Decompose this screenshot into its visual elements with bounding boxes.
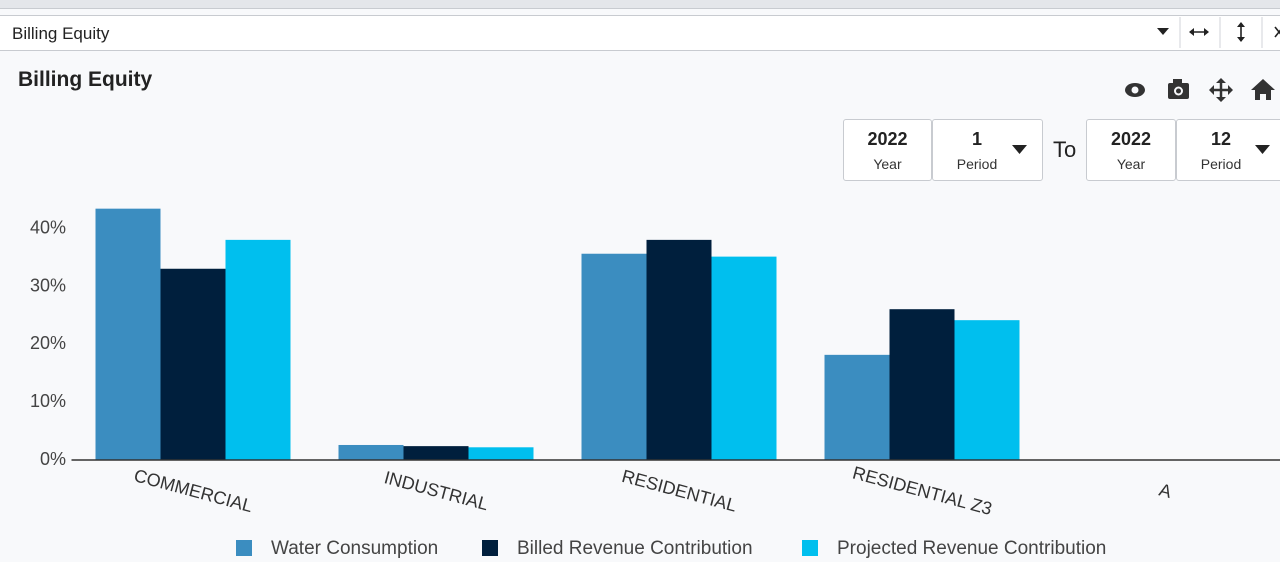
resize-v-icon[interactable] <box>1237 22 1245 42</box>
window-titlebar: Billing Equity <box>0 15 1280 51</box>
to-period-label: Period <box>1200 156 1242 172</box>
y-tick-label: 10% <box>30 391 66 411</box>
legend: Water Consumption Billed Revenue Contribu… <box>236 538 1106 559</box>
from-period[interactable]: 1 Period <box>932 119 1043 181</box>
from-year-label: Year <box>873 156 902 172</box>
legend-label: Projected Revenue Contribution <box>837 538 1106 559</box>
bar <box>581 253 647 460</box>
from-period-caret[interactable] <box>1012 145 1027 154</box>
to-year-label: Year <box>1116 156 1146 172</box>
home-icon[interactable] <box>1251 79 1275 100</box>
x-tick-label: RESIDENTIAL Z3 <box>850 463 994 519</box>
to-year[interactable]: 2022 Year <box>1086 119 1176 181</box>
top-strip <box>0 0 1280 9</box>
x-tick-label: COMMERCIAL <box>132 465 255 516</box>
bar <box>338 444 404 460</box>
panel-title: Billing Equity <box>18 68 153 91</box>
x-tick-label: INDUSTRIAL <box>382 467 491 514</box>
to-label: To <box>1053 137 1077 162</box>
from-period-value: 1 <box>971 129 982 149</box>
legend-label: Billed Revenue Contribution <box>517 538 753 559</box>
from-period-label: Period <box>956 156 998 172</box>
y-tick-label: 30% <box>30 275 66 295</box>
bar <box>160 268 226 460</box>
close-icon[interactable] <box>1274 26 1280 38</box>
bar <box>468 447 534 460</box>
y-tick-label: 40% <box>30 218 66 238</box>
y-tick-label: 0% <box>40 449 66 469</box>
bar <box>711 256 777 460</box>
bar <box>646 239 712 460</box>
bar <box>95 208 161 460</box>
chart-toolbar <box>1125 78 1275 102</box>
legend-swatch <box>236 540 252 556</box>
x-tick-label: A <box>1157 480 1174 502</box>
resize-h-icon[interactable] <box>1189 28 1209 36</box>
view-icon[interactable] <box>1125 83 1145 97</box>
bar <box>954 320 1020 460</box>
legend-swatch <box>802 540 818 556</box>
camera-icon[interactable] <box>1168 79 1189 99</box>
dropdown-icon[interactable] <box>1157 28 1169 35</box>
window-title: Billing Equity <box>12 24 110 43</box>
y-tick-label: 20% <box>30 333 66 353</box>
pan-icon[interactable] <box>1209 78 1233 102</box>
titlebar-icons <box>1157 17 1280 48</box>
bar <box>889 309 955 460</box>
to-period-value: 12 <box>1210 129 1232 149</box>
bar <box>225 239 291 460</box>
to-period-caret[interactable] <box>1255 145 1270 154</box>
legend-label: Water Consumption <box>271 538 438 559</box>
bar <box>403 446 469 460</box>
legend-swatch <box>482 540 498 556</box>
to-year-value: 2022 <box>1110 129 1152 149</box>
from-year[interactable]: 2022 Year <box>843 119 932 181</box>
bar <box>824 354 890 460</box>
x-tick-label: RESIDENTIAL <box>620 466 739 516</box>
from-year-value: 2022 <box>867 129 908 149</box>
